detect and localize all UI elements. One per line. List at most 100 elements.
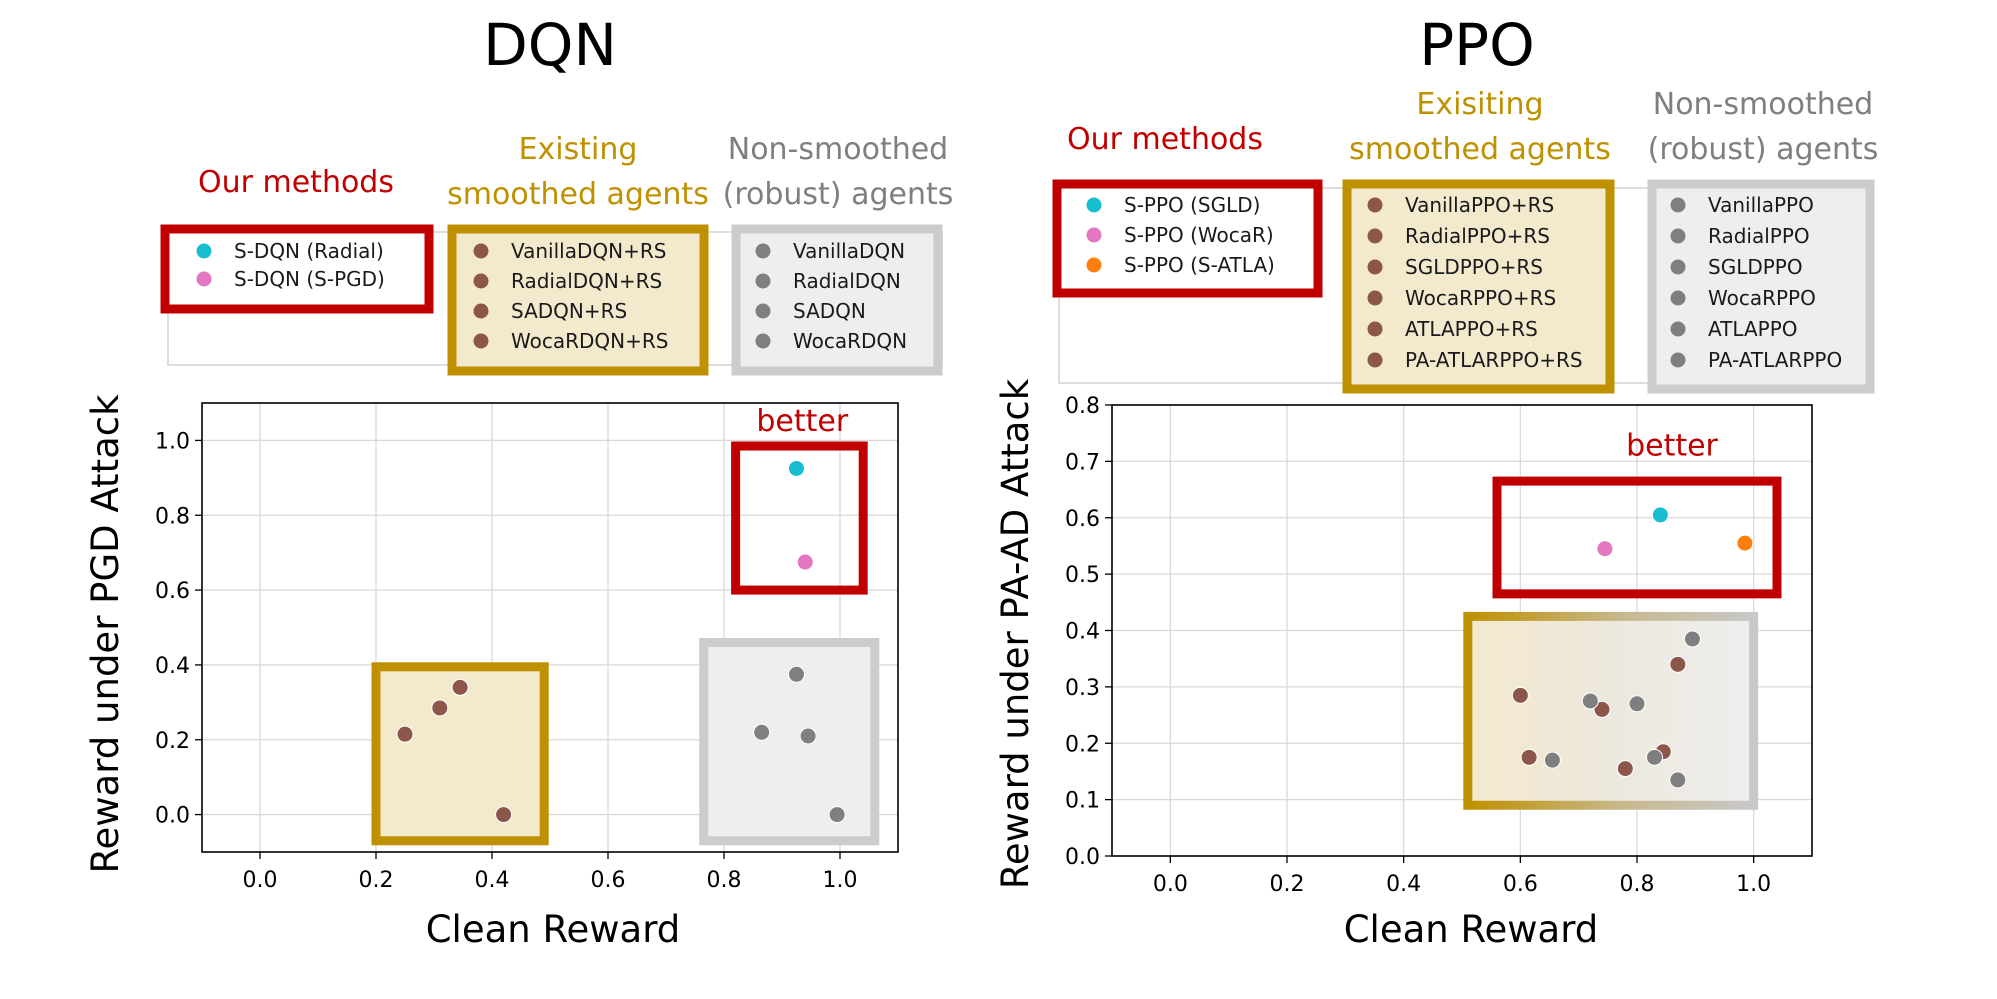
ppo-legend-entries: S-PPO (SGLD) S-PPO (WocaR) S-PPO (S-ATLA) V… [1086, 193, 1842, 372]
legend-marker [473, 273, 489, 289]
scatter-point [799, 727, 817, 745]
legend-marker [755, 273, 771, 289]
y-tick-label: 0.8 [1065, 394, 1100, 419]
dqn-group-label-ours: Our methods [198, 165, 394, 200]
dqn-group-label-nonsmoothed-line1: Non-smoothed [728, 132, 948, 167]
dqn-panel: DQN Our methods Existing smoothed agents… [84, 11, 953, 951]
ppo-group-label-smoothed-line2: smoothed agents [1349, 132, 1611, 167]
x-tick-label: 1.0 [1736, 872, 1771, 897]
legend-marker [1670, 259, 1686, 275]
agents-region-box [1463, 611, 1759, 810]
x-tick-label: 0.8 [707, 868, 742, 893]
legend-marker [196, 243, 212, 259]
scatter-point [1736, 534, 1754, 552]
legend-marker [1367, 228, 1383, 244]
y-tick-label: 0.5 [1065, 563, 1100, 588]
scatter-point [1669, 655, 1687, 673]
scatter-point [1616, 760, 1634, 778]
legend-marker [1670, 228, 1686, 244]
y-tick-label: 0.2 [1065, 732, 1100, 757]
x-tick-label: 0.4 [1386, 872, 1421, 897]
ppo-y-axis-label: Reward under PA-AD Attack [994, 378, 1037, 889]
dqn-group-label-smoothed-line1: Existing [519, 132, 638, 167]
legend-entry-label: RadialDQN [793, 269, 901, 293]
legend-entry-label: SGLDPPO [1708, 255, 1803, 279]
legend-entry-label: WocaRPPO+RS [1405, 286, 1556, 310]
plot-frame [201, 402, 899, 853]
dqn-legend-box-smoothed [447, 224, 709, 376]
legend-marker [1367, 321, 1383, 337]
legend-marker [1670, 197, 1686, 213]
legend-marker [473, 243, 489, 259]
legend-marker [755, 243, 771, 259]
ppo-legend-box-nonsmoothed [1647, 179, 1875, 394]
x-tick-label: 1.0 [823, 868, 858, 893]
legend-marker [1367, 352, 1383, 368]
y-tick-label: 0.4 [155, 654, 190, 679]
legend-marker [473, 303, 489, 319]
legend-entry-label: S-DQN (S-PGD) [234, 267, 385, 291]
y-tick-label: 0.7 [1065, 450, 1100, 475]
scatter-point [431, 699, 449, 717]
scatter-point [1628, 695, 1646, 713]
legend-entry-label: RadialDQN+RS [511, 269, 662, 293]
legend-marker [755, 303, 771, 319]
legend-entry-label: SADQN+RS [511, 299, 627, 323]
scatter-point [788, 459, 805, 477]
legend-entry-label: ATLAPPO+RS [1405, 317, 1538, 341]
legend-marker [473, 333, 489, 349]
legend-marker [1670, 290, 1686, 306]
ppo-plot-area: 0.0 0.2 0.4 0.6 0.8 1.0 0.0 0.1 0.2 0.3 0.4 0.5 0.6 0… [1065, 394, 1813, 897]
legend-entry-label: VanillaDQN+RS [511, 239, 666, 263]
ppo-x-axis-label: Clean Reward [1344, 908, 1599, 951]
legend-entry-label: RadialPPO+RS [1405, 224, 1550, 248]
scatter-point [1593, 700, 1611, 718]
dqn-y-axis-label: Reward under PGD Attack [84, 394, 127, 874]
ppo-legend-box-smoothed [1342, 179, 1615, 394]
legend-entry-label: S-PPO (S-ATLA) [1124, 253, 1275, 277]
scatter-point [1543, 751, 1561, 769]
ppo-group-label-nonsmoothed-line2: (robust) agents [1648, 132, 1879, 167]
ppo-title: PPO [1419, 11, 1535, 79]
legend-marker [196, 271, 212, 287]
legend-entry-label: SGLDPPO+RS [1405, 255, 1543, 279]
y-tick-label: 0.0 [1065, 845, 1100, 870]
scatter-point [396, 725, 414, 743]
y-tick-label: 0.6 [1065, 507, 1100, 532]
scatter-point [753, 723, 771, 741]
legend-marker [1086, 257, 1102, 273]
scatter-point [796, 553, 814, 571]
dqn-title: DQN [483, 11, 617, 79]
scatter-point [1581, 692, 1599, 710]
legend-marker [755, 333, 771, 349]
y-tick-label: 1.0 [155, 429, 190, 454]
legend-marker [1367, 197, 1383, 213]
dqn-group-label-nonsmoothed-line2: (robust) agents [723, 177, 954, 212]
legend-entry-label: S-PPO (SGLD) [1124, 193, 1260, 217]
smoothed-region-box [371, 662, 549, 846]
scatter-point [828, 806, 846, 824]
ppo-panel: PPO Our methods Exisiting smoothed agent… [994, 11, 1878, 951]
legend-entry-label: RadialPPO [1708, 224, 1810, 248]
scatter-point [1511, 686, 1529, 704]
scatter-point [1669, 771, 1687, 789]
dqn-legend-box-ours [160, 224, 434, 314]
x-tick-label: 0.8 [1620, 872, 1655, 897]
scatter-point [451, 678, 469, 696]
legend-entry-label: WocaRPPO [1708, 286, 1816, 310]
y-tick-label: 0.2 [155, 729, 190, 754]
y-tick-label: 0.0 [155, 804, 190, 829]
scatter-point [1520, 748, 1538, 766]
x-tick-label: 0.0 [1153, 872, 1188, 897]
y-tick-label: 0.4 [1065, 620, 1100, 645]
legend-marker [1367, 259, 1383, 275]
better-annotation: better [1626, 429, 1718, 464]
ppo-group-label-nonsmoothed-line1: Non-smoothed [1653, 87, 1873, 122]
x-tick-label: 0.0 [243, 868, 278, 893]
better-region-box [731, 441, 868, 595]
legend-entry-label: PA-ATLARPPO [1708, 348, 1842, 372]
dqn-plot-area: 0.0 0.2 0.4 0.6 0.8 1.0 0.0 0.2 0.4 0.6 0.8 1.0 bett… [155, 402, 899, 893]
scatter-point [1683, 630, 1701, 648]
scatter-point [1596, 540, 1614, 558]
